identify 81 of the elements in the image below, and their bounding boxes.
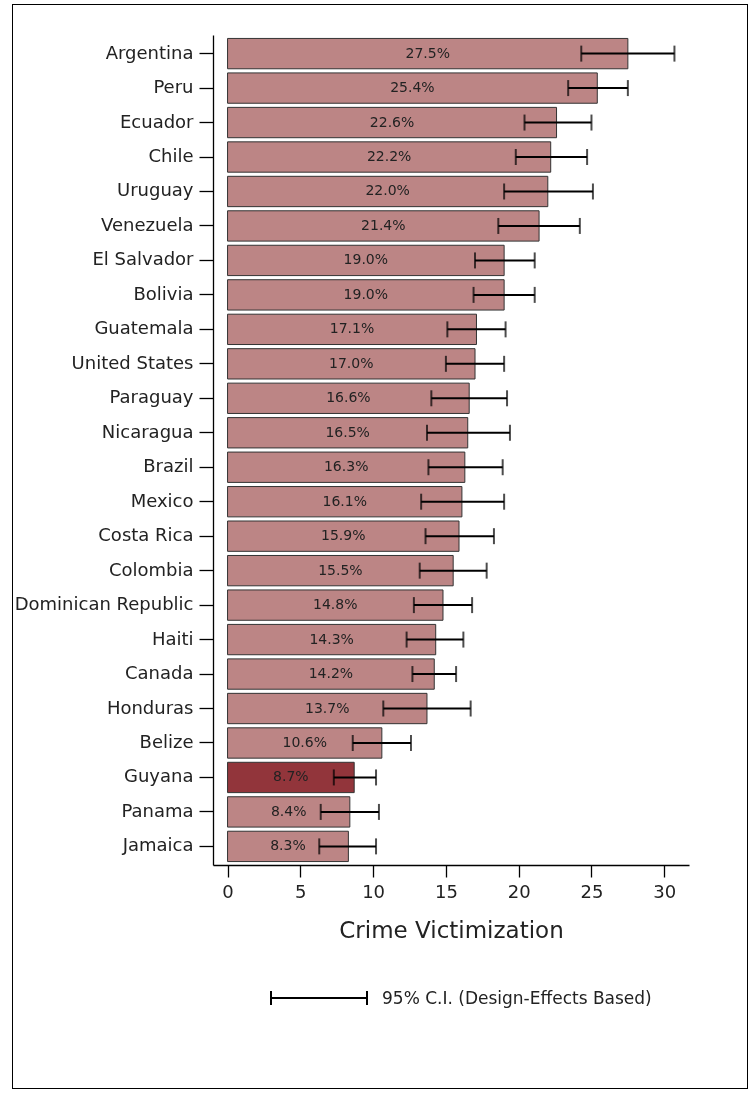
data-label: 27.5% bbox=[405, 44, 450, 61]
bar bbox=[227, 348, 476, 380]
y-tick-label: Jamaica bbox=[121, 834, 194, 856]
bar bbox=[227, 175, 549, 208]
y-tick-label: Dominican Republic bbox=[14, 593, 194, 615]
y-tick-label: El Salvador bbox=[92, 248, 195, 270]
x-axis-title: Crime Victimization bbox=[339, 916, 564, 943]
y-tick-label: Mexico bbox=[130, 489, 194, 511]
y-tick-label: Ecuador bbox=[119, 110, 195, 132]
y-tick-label: Guyana bbox=[124, 765, 194, 787]
bar bbox=[227, 761, 355, 794]
data-label: 16.1% bbox=[322, 492, 367, 509]
y-tick-label: Bolivia bbox=[133, 282, 194, 304]
data-label: 17.0% bbox=[329, 354, 374, 371]
data-label: 14.3% bbox=[309, 630, 354, 647]
bar bbox=[227, 37, 629, 70]
data-label: 16.6% bbox=[326, 389, 371, 406]
data-label: 8.4% bbox=[270, 802, 307, 819]
bar bbox=[227, 451, 466, 483]
data-label: 21.4% bbox=[361, 216, 406, 233]
y-tick-label: Uruguay bbox=[117, 179, 194, 201]
bar bbox=[227, 382, 470, 414]
bar bbox=[227, 554, 454, 587]
x-tick-label: 10 bbox=[362, 880, 386, 902]
bar bbox=[227, 520, 460, 552]
bar bbox=[227, 106, 558, 139]
bar bbox=[227, 486, 463, 518]
bar bbox=[227, 692, 428, 725]
data-label: 16.3% bbox=[323, 458, 369, 475]
bar bbox=[227, 141, 552, 173]
data-label: 15.9% bbox=[321, 527, 366, 544]
bar bbox=[227, 313, 477, 346]
y-tick-label: Belize bbox=[139, 730, 194, 752]
data-label: 19.0% bbox=[343, 251, 389, 268]
data-label: 15.5% bbox=[318, 561, 363, 578]
bar bbox=[227, 589, 444, 621]
data-label: 22.2% bbox=[366, 148, 412, 165]
x-tick-label: 0 bbox=[222, 880, 234, 902]
data-label: 13.7% bbox=[305, 699, 350, 716]
bar bbox=[227, 830, 349, 863]
y-tick-label: United States bbox=[71, 351, 194, 373]
data-label: 17.1% bbox=[329, 320, 375, 337]
y-tick-label: Colombia bbox=[108, 558, 194, 580]
y-tick-label: Panama bbox=[121, 799, 194, 821]
bar bbox=[227, 796, 351, 828]
text: 95% C.I. (Design-Effects Based) bbox=[382, 988, 652, 1008]
y-tick-label: Chile bbox=[148, 145, 194, 167]
data-label: 16.5% bbox=[325, 423, 370, 440]
bar bbox=[227, 279, 505, 311]
x-tick-label: 30 bbox=[653, 880, 677, 902]
data-label: 8.7% bbox=[273, 768, 309, 785]
y-tick-label: Venezuela bbox=[101, 213, 194, 235]
y-tick-label: Guatemala bbox=[94, 317, 194, 339]
x-tick-label: 20 bbox=[507, 880, 531, 902]
y-tick-label: Canada bbox=[125, 662, 194, 684]
y-tick-label: Honduras bbox=[106, 696, 194, 718]
x-tick-label: 25 bbox=[580, 880, 604, 902]
bar bbox=[227, 244, 505, 277]
bar bbox=[227, 210, 540, 242]
bar bbox=[227, 727, 383, 759]
data-label: 8.3% bbox=[270, 837, 306, 854]
data-label: 10.6% bbox=[282, 733, 327, 750]
y-tick-label: Costa Rica bbox=[98, 524, 194, 546]
bar bbox=[227, 623, 437, 656]
data-label: 22.0% bbox=[365, 182, 410, 199]
y-tick-label: Brazil bbox=[143, 455, 194, 477]
y-tick-label: Nicaragua bbox=[101, 420, 194, 442]
y-tick-label: Paraguay bbox=[109, 386, 194, 408]
bar bbox=[227, 72, 598, 104]
data-label: 25.4% bbox=[390, 79, 435, 96]
data-label: 14.2% bbox=[308, 665, 354, 682]
bar bbox=[227, 417, 469, 449]
x-tick-label: 5 bbox=[295, 880, 307, 902]
y-tick-label: Peru bbox=[153, 76, 194, 98]
y-tick-label: Haiti bbox=[151, 627, 194, 649]
data-label: 22.6% bbox=[369, 113, 415, 130]
y-tick-label: Argentina bbox=[105, 41, 194, 63]
bar bbox=[227, 658, 435, 690]
data-label: 19.0% bbox=[343, 285, 389, 302]
x-tick-label: 15 bbox=[434, 880, 458, 902]
data-label: 14.8% bbox=[313, 596, 358, 613]
